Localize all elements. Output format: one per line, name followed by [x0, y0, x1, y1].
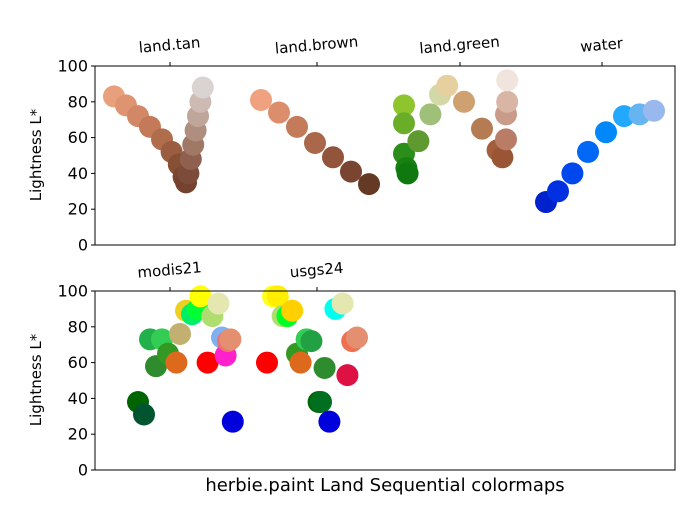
data-point — [643, 99, 665, 122]
top-y-tick-label: 40 — [68, 164, 88, 183]
figure-x-label: herbie.paint Land Sequential colormaps — [205, 475, 564, 496]
top-y-tick-label: 20 — [68, 200, 88, 219]
bottom-colormap-label: usgs24 — [289, 259, 344, 282]
data-point — [300, 330, 323, 353]
data-point — [268, 101, 290, 124]
data-point — [393, 112, 415, 135]
top-y-tick-label: 80 — [68, 92, 88, 111]
bottom-colormap-label: modis21 — [137, 258, 203, 282]
data-point — [436, 74, 459, 97]
top-y-tick-label: 0 — [78, 236, 88, 255]
data-point — [196, 351, 219, 374]
data-point — [496, 69, 519, 92]
data-point — [207, 292, 230, 315]
data-point — [453, 90, 475, 113]
bottom-plot-y-label: Lightness L* — [27, 333, 45, 426]
data-point — [346, 326, 368, 349]
data-point — [495, 128, 517, 151]
top-plot: 0 20 40 60 80 100 land.tan land.brown land.gree… — [27, 32, 676, 255]
top-colormap-label: water — [579, 34, 624, 56]
data-point — [577, 140, 599, 163]
top-colormap-label: land.brown — [274, 32, 359, 57]
bottom-plot-axes-frame — [94, 290, 676, 471]
top-plot-colormap-labels: land.tan land.brown land.green water — [138, 32, 624, 66]
data-point — [393, 94, 415, 117]
top-y-tick-label: 60 — [68, 128, 88, 147]
data-point — [358, 173, 380, 196]
data-point — [313, 356, 336, 379]
data-point — [286, 115, 308, 138]
bottom-y-tick-label: 80 — [68, 317, 88, 336]
data-point — [191, 76, 214, 99]
top-colormap-label: land.tan — [138, 33, 201, 56]
top-plot-y-label-text: Lightness L* — [27, 108, 45, 201]
top-plot-data-layer — [103, 69, 665, 214]
data-point — [310, 390, 332, 413]
top-plot-y-label: Lightness L* — [27, 108, 45, 201]
top-plot-axes-frame — [94, 65, 676, 246]
top-colormap-label: land.green — [419, 33, 501, 58]
bottom-y-tick-label: 60 — [68, 353, 88, 372]
data-point — [322, 146, 344, 169]
data-point — [165, 351, 188, 374]
bottom-plot-colormap-labels: modis21 usgs24 — [137, 258, 344, 291]
data-point — [340, 160, 362, 183]
data-point — [595, 121, 617, 144]
data-point — [250, 89, 272, 112]
data-point — [491, 146, 514, 169]
data-point — [289, 351, 312, 374]
data-point — [407, 130, 430, 153]
data-point — [318, 410, 341, 433]
data-point — [304, 131, 326, 154]
data-point — [419, 103, 442, 126]
data-point — [496, 90, 519, 113]
bottom-y-tick-label: 0 — [78, 461, 88, 480]
data-point — [331, 292, 354, 315]
bottom-y-tick-label: 40 — [68, 389, 88, 408]
data-point — [336, 364, 359, 387]
data-point — [169, 322, 191, 345]
bottom-y-tick-label: 100 — [57, 282, 88, 301]
top-y-tick-label: 100 — [57, 57, 88, 76]
data-point — [471, 117, 493, 140]
data-point — [547, 180, 569, 203]
bottom-plot-y-label-text: Lightness L* — [27, 333, 45, 426]
data-point — [221, 410, 244, 433]
bottom-y-tick-label: 20 — [68, 425, 88, 444]
data-point — [396, 162, 419, 185]
bottom-plot-data-layer — [127, 285, 368, 433]
data-point — [133, 403, 155, 426]
top-plot-y-axis: 0 20 40 60 80 100 — [57, 57, 95, 255]
bottom-plot: 0 20 40 60 80 100 modis21 usgs24 Lightness L* — [27, 258, 676, 480]
data-point — [219, 328, 242, 351]
data-point — [561, 162, 584, 185]
bottom-plot-y-axis: 0 20 40 60 80 100 — [57, 282, 95, 480]
data-point — [281, 299, 304, 322]
data-point — [256, 351, 278, 374]
